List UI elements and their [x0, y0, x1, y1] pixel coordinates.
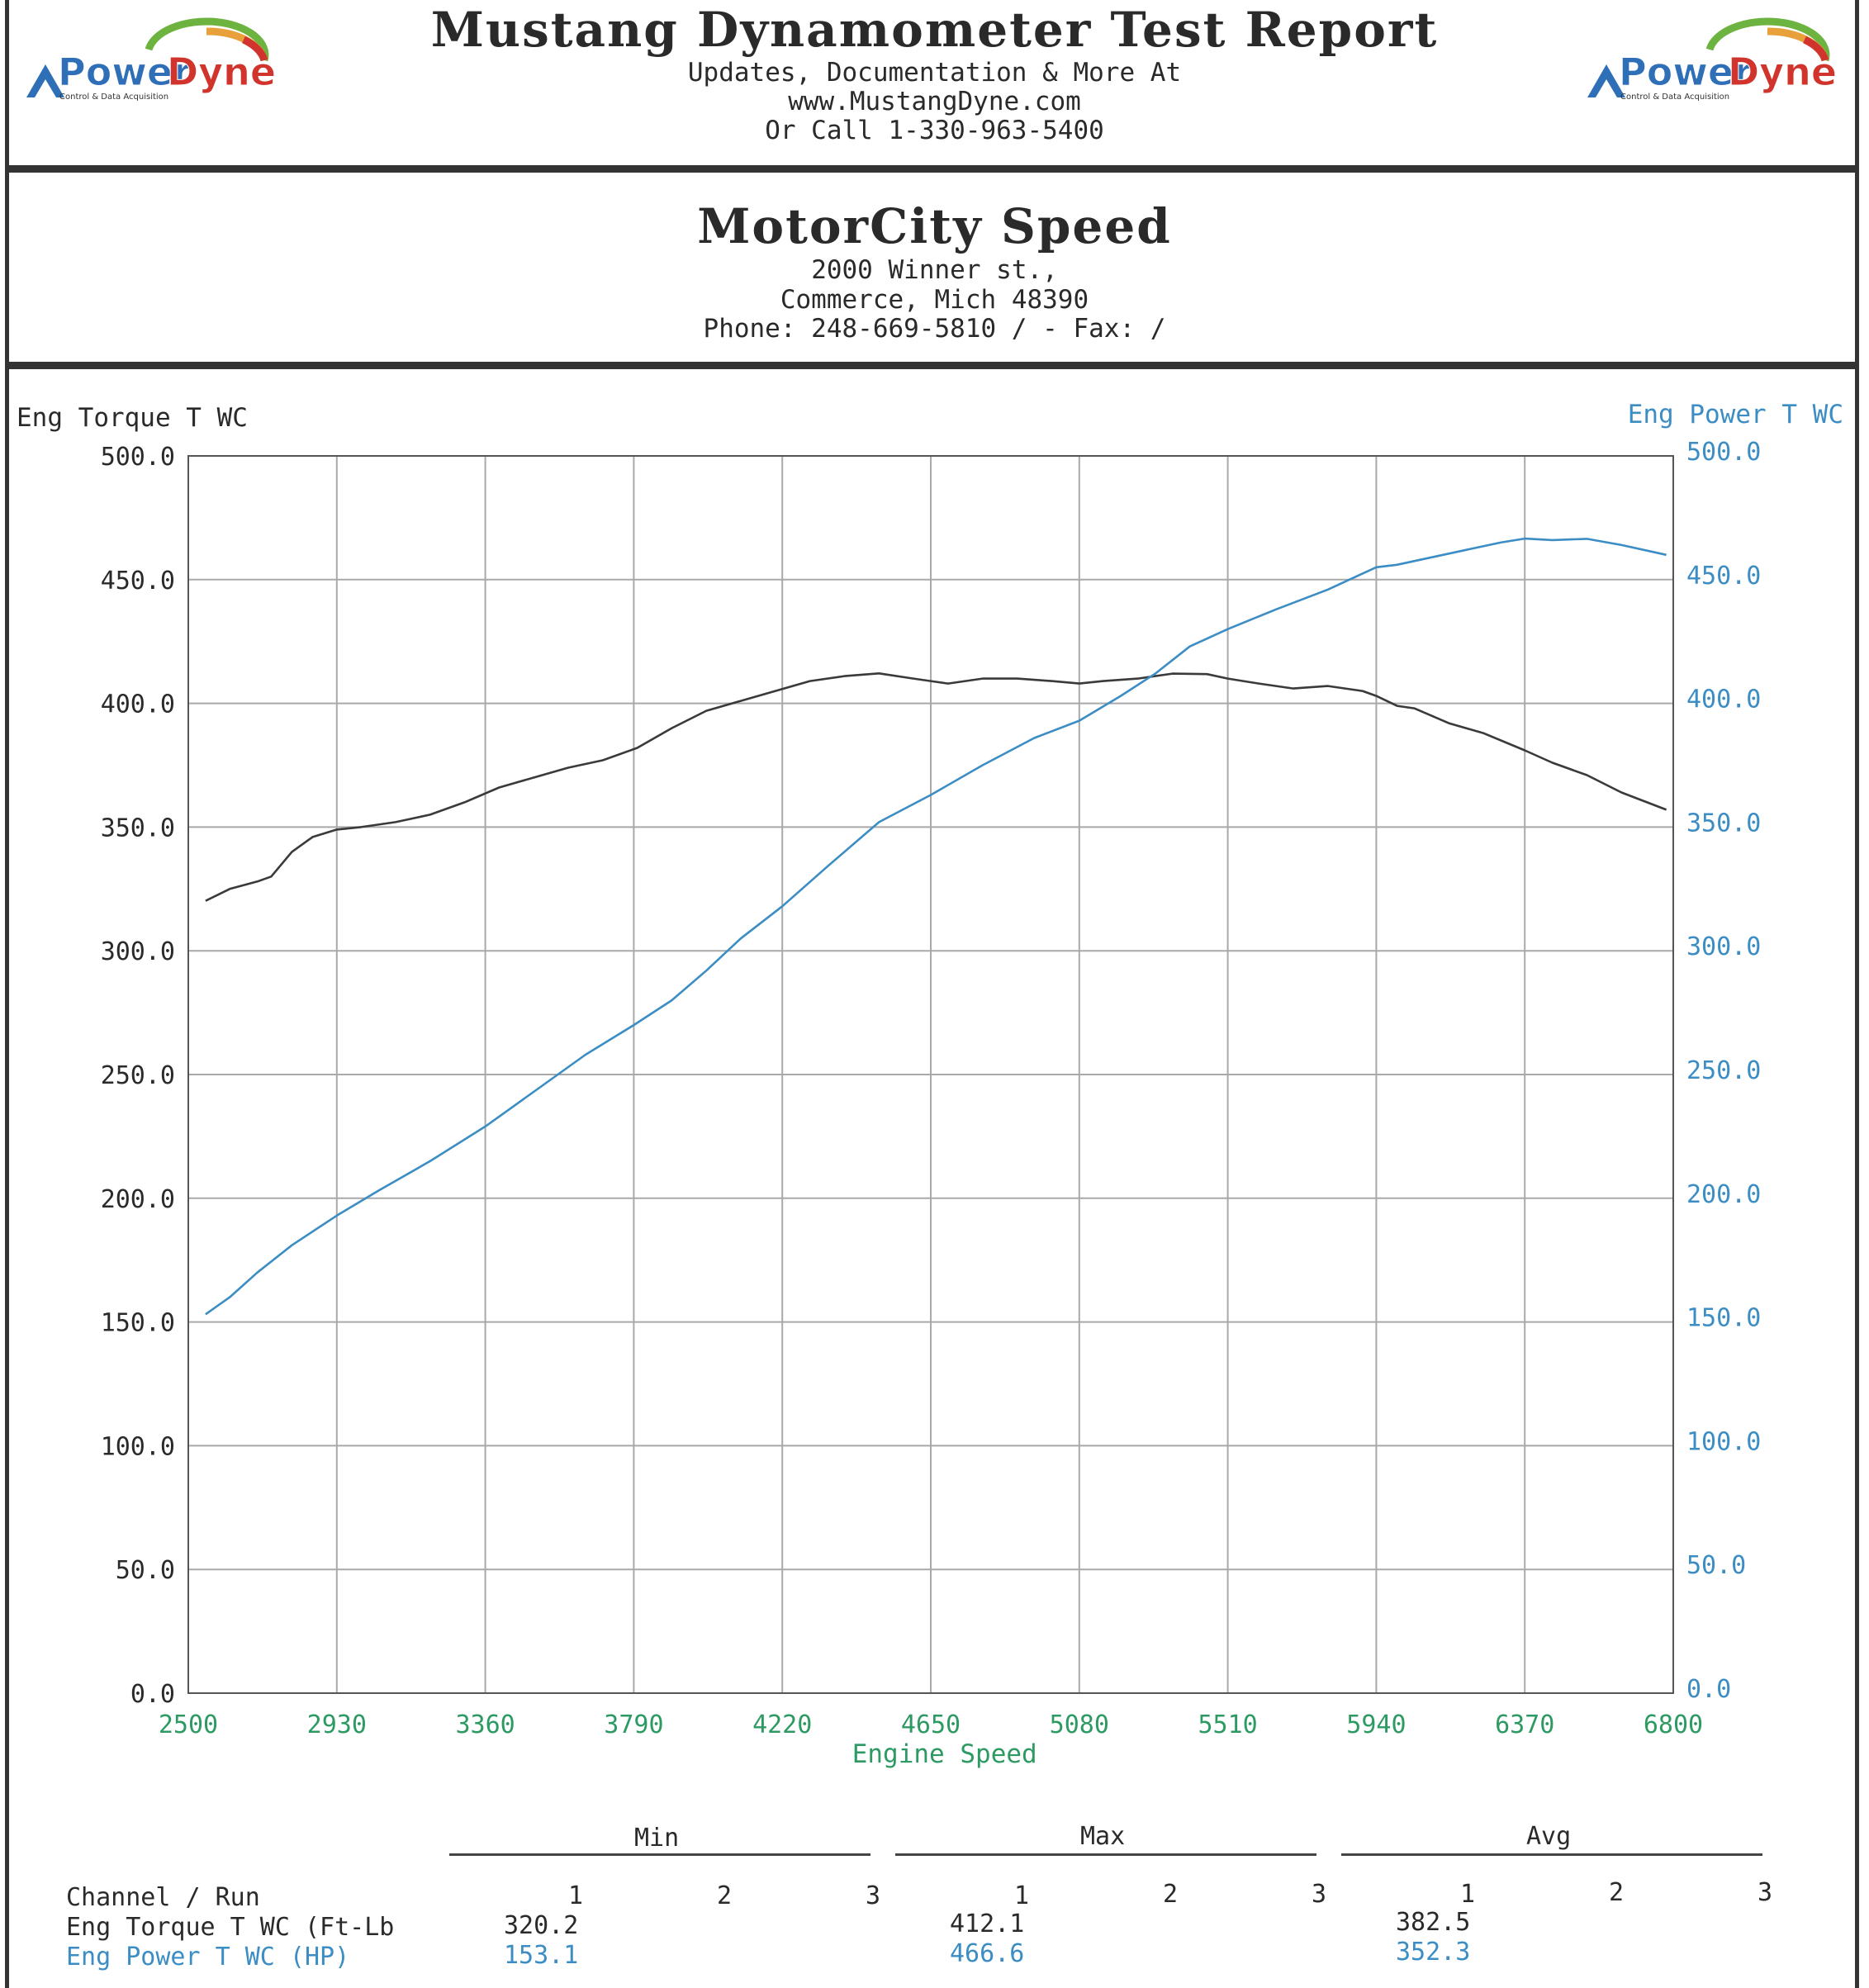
stats-row-torque-max: 412.1: [950, 1910, 1025, 1938]
powerdyne-logo-right: Power Dyne Control & Data Acquisition: [1587, 17, 1838, 102]
stats-avg-run-2: 2: [1609, 1878, 1625, 1907]
y-right-tick-label-8: 400.0: [1686, 686, 1761, 714]
header-line-website: www.MustangDyne.com: [788, 87, 1081, 116]
svg-text:Dyne: Dyne: [167, 50, 276, 94]
torque-curve: [205, 671, 1667, 902]
stats-max-run-3: 3: [1312, 1880, 1327, 1909]
stats-min-run-1: 1: [568, 1881, 584, 1910]
powerdyne-logo-left: Power Dyne Control & Data Acquisition: [26, 17, 277, 102]
y-right-tick-label-9: 450.0: [1686, 562, 1761, 591]
stats-header-label: Channel / Run: [66, 1883, 260, 1912]
svg-text:Dyne: Dyne: [1728, 50, 1837, 94]
header-line-phone: Or Call 1-330-963-5400: [765, 116, 1104, 145]
x-tick-label-3790: 3790: [604, 1710, 663, 1739]
power-curve: [205, 537, 1667, 1316]
y-left-tick-label-9: 450.0: [101, 567, 175, 595]
stats-row-power-min: 153.1: [504, 1941, 579, 1970]
series: [205, 537, 1667, 1316]
stats-group-max-rule: [895, 1853, 1316, 1856]
header-line-updates: Updates, Documentation & More At: [687, 58, 1182, 88]
y-right-tick-label-2: 100.0: [1686, 1427, 1761, 1456]
y-left-tick-label-0: 0.0: [130, 1680, 175, 1709]
page-border-right: [1855, 0, 1859, 1988]
stats-group-max: Max: [1080, 1822, 1126, 1851]
y-left-tick-label-1: 50.0: [116, 1556, 175, 1585]
x-tick-label-5080: 5080: [1050, 1710, 1109, 1739]
x-tick-label-5510: 5510: [1198, 1710, 1257, 1739]
plot-frame: [187, 455, 1674, 1694]
x-tick-label-5940: 5940: [1346, 1710, 1406, 1739]
stats-max-run-1: 1: [1014, 1881, 1030, 1910]
x-tick-label-6800: 6800: [1644, 1710, 1703, 1739]
shop-divider: [5, 362, 1859, 369]
stats-group-avg: Avg: [1526, 1822, 1572, 1851]
stats-min-run-3: 3: [866, 1881, 881, 1910]
x-tick-label-4650: 4650: [901, 1710, 961, 1739]
x-axis-title: Engine Speed: [852, 1739, 1037, 1769]
y-left-tick-label-10: 500.0: [101, 443, 175, 472]
shop-address-city: Commerce, Mich 48390: [780, 285, 1089, 315]
stats-avg-run-3: 3: [1758, 1878, 1773, 1907]
y-right-tick-label-5: 250.0: [1686, 1056, 1761, 1085]
stats-row-power-avg: 352.3: [1396, 1938, 1471, 1967]
y-left-tick-label-6: 300.0: [101, 937, 175, 966]
y-right-tick-label-0: 0.0: [1686, 1675, 1731, 1704]
page-border-left: [5, 0, 9, 1988]
y-axis-right-title: Eng Power T WC: [1628, 400, 1843, 429]
shop-phone-fax: Phone: 248-669-5810 / - Fax: /: [703, 314, 1166, 344]
grid: [187, 455, 1674, 1694]
svg-text:Power: Power: [58, 50, 192, 94]
y-right-tick-label-4: 200.0: [1686, 1180, 1761, 1209]
shop-address-street: 2000 Winner st.,: [811, 255, 1058, 285]
svg-text:Control & Data Acquisition: Control & Data Acquisition: [1620, 93, 1729, 102]
y-left-tick-label-2: 100.0: [101, 1432, 175, 1461]
stats-group-min-rule: [449, 1853, 870, 1856]
svg-text:Power: Power: [1619, 50, 1753, 94]
stats-row-torque-avg: 382.5: [1396, 1908, 1471, 1937]
stats-group-avg-rule: [1341, 1853, 1762, 1856]
stats-max-run-2: 2: [1163, 1880, 1179, 1909]
y-left-tick-label-3: 150.0: [101, 1309, 175, 1338]
tick-labels: 2500 2930 3360 3790 4220 4650 5080 5510 5940 6370…: [101, 438, 1762, 1739]
stats-group-min: Min: [634, 1824, 680, 1853]
stats-min-run-2: 2: [717, 1881, 733, 1910]
y-right-tick-label-6: 300.0: [1686, 932, 1761, 961]
stats-avg-run-1: 1: [1460, 1880, 1476, 1909]
y-left-tick-label-7: 350.0: [101, 814, 175, 842]
y-left-tick-label-5: 250.0: [101, 1061, 175, 1090]
y-right-tick-label-1: 50.0: [1686, 1551, 1746, 1580]
report-title: Mustang Dynamometer Test Report: [430, 2, 1439, 58]
y-right-tick-label-10: 500.0: [1686, 438, 1761, 467]
header-divider: [5, 165, 1859, 173]
x-tick-label-3360: 3360: [455, 1710, 515, 1739]
y-left-tick-label-8: 400.0: [101, 690, 175, 719]
svg-text:Control & Data Acquisition: Control & Data Acquisition: [59, 93, 168, 102]
stats-row-torque-min: 320.2: [504, 1911, 579, 1940]
x-tick-label-2500: 2500: [159, 1710, 218, 1739]
dyno-chart: 2500 2930 3360 3790 4220 4650 5080 5510 5940 6370…: [17, 400, 1843, 1769]
y-right-tick-label-7: 350.0: [1686, 809, 1761, 837]
y-axis-left-title: Eng Torque T WC: [17, 403, 248, 433]
stats-row-power-max: 466.6: [950, 1939, 1025, 1968]
stats-row-torque-label: Eng Torque T WC (Ft-Lb: [66, 1913, 395, 1942]
stats-table: Min Max Avg Channel / Run 1 2 3 1 2 3 1 …: [0, 1801, 1869, 1988]
y-left-tick-label-4: 200.0: [101, 1185, 175, 1214]
x-tick-label-4220: 4220: [752, 1710, 812, 1739]
x-tick-label-2930: 2930: [307, 1710, 367, 1739]
x-tick-label-6370: 6370: [1495, 1710, 1554, 1739]
stats-row-power-label: Eng Power T WC (HP): [66, 1943, 350, 1971]
shop-name: MotorCity Speed: [697, 198, 1172, 254]
y-right-tick-label-3: 150.0: [1686, 1304, 1761, 1333]
